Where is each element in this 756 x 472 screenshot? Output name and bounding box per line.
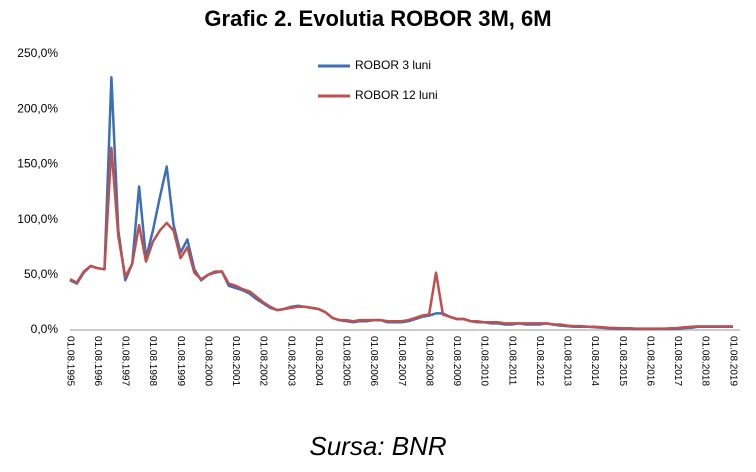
x-tick-label: 01.08.2015 [617,336,628,386]
y-tick-label: 250,0% [17,46,58,60]
legend-label: ROBOR 12 luni [355,88,438,102]
line-series [69,75,733,331]
x-tick-label: 01.08.2001 [230,336,241,386]
x-tick-label: 01.08.2008 [423,336,434,386]
y-tick-label: 100,0% [17,212,58,226]
x-tick-label: 01.08.1999 [175,336,186,386]
x-tick-label: 01.08.2012 [534,336,545,386]
x-tick-label: 01.08.2005 [341,336,352,386]
x-tick-label: 01.08.1996 [92,336,103,386]
y-tick-label: 200,0% [17,101,58,115]
x-tick-label: 01.08.2014 [589,336,600,386]
x-tick-label: 01.08.2000 [202,336,213,386]
line-series [69,146,733,330]
x-tick-label: 01.08.2010 [479,336,490,386]
x-tick-label: 01.08.1998 [147,336,158,386]
x-tick-label: 01.08.2013 [562,336,573,386]
x-tick-label: 01.08.2011 [506,336,517,386]
x-tick-label: 01.08.2007 [396,336,407,386]
y-tick-label: 0,0% [31,322,59,336]
legend-label: ROBOR 3 luni [355,58,431,72]
x-tick-label: 01.08.2009 [451,336,462,386]
caption: Sursa: BNR [309,431,446,461]
x-tick-label: 01.08.2017 [672,336,683,386]
x-tick-label: 01.08.2002 [258,336,269,386]
x-tick-label: 01.08.2004 [313,336,324,386]
x-tick-label: 01.08.2006 [368,336,379,386]
y-tick-label: 50,0% [24,267,58,281]
x-tick-label: 01.08.1997 [120,336,131,386]
x-tick-label: 01.08.2003 [285,336,296,386]
x-tick-label: 01.08.2018 [700,336,711,386]
chart-title: Grafic 2. Evolutia ROBOR 3M, 6M [204,6,551,31]
x-tick-label: 01.08.2019 [727,336,738,386]
x-tick-label: 01.08.2016 [644,336,655,386]
y-tick-label: 150,0% [17,157,58,171]
x-tick-label: 01.08.1995 [64,336,75,386]
